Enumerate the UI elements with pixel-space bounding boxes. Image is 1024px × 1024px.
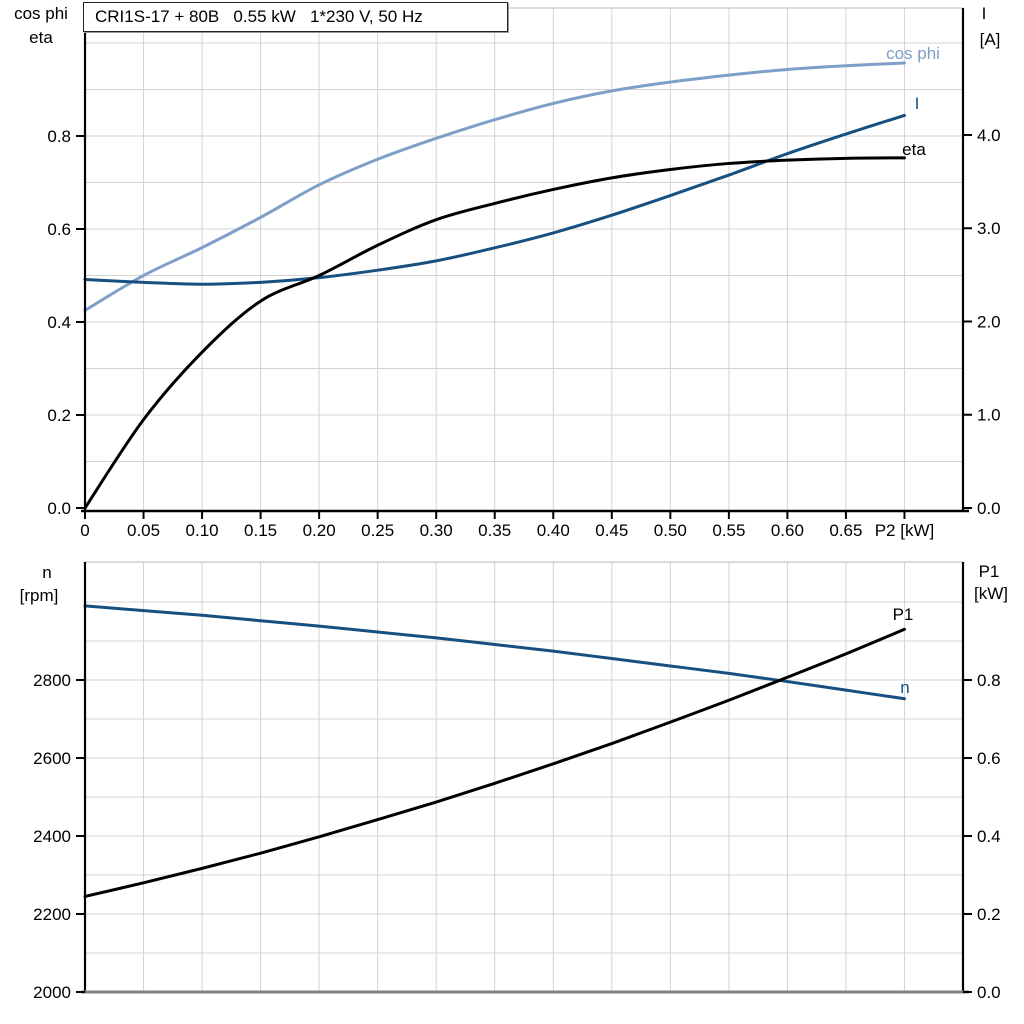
right-tick-label: 1.0 <box>977 406 1001 425</box>
x-tick-label: 0.65 <box>829 521 862 540</box>
x-tick-label: 0.35 <box>478 521 511 540</box>
right-axis-title: I <box>982 4 987 23</box>
curve-cos-phi <box>83 61 906 312</box>
curve-label-I: I <box>915 94 920 113</box>
right-tick-label: 0.8 <box>977 671 1001 690</box>
x-tick-label: 0.45 <box>595 521 628 540</box>
left-tick-label: 0.4 <box>47 313 71 332</box>
left-tick-label: 2800 <box>33 671 71 690</box>
left-tick-label: 2600 <box>33 749 71 768</box>
curve-eta <box>83 156 906 510</box>
right-tick-label: 0.2 <box>977 905 1001 924</box>
curve-label-eta: eta <box>902 140 926 159</box>
left-tick-label: 0.0 <box>47 499 71 518</box>
left-axis-title: n <box>42 563 51 582</box>
left-axis-title: eta <box>29 28 53 47</box>
x-tick-label: 0.20 <box>303 521 336 540</box>
x-tick-label: 0.30 <box>420 521 453 540</box>
chart-title: CRI1S-17 + 80B 0.55 kW 1*230 V, 50 Hz <box>95 7 423 26</box>
right-tick-label: 3.0 <box>977 219 1001 238</box>
right-tick-label: 2.0 <box>977 312 1001 331</box>
curve-label-n: n <box>900 678 909 697</box>
right-tick-label: 0.0 <box>977 499 1001 518</box>
left-tick-label: 0.2 <box>47 406 71 425</box>
curve-label-cos-phi: cos phi <box>886 44 940 63</box>
x-tick-label: 0.25 <box>361 521 394 540</box>
curve-n <box>83 604 906 701</box>
left-tick-label: 2000 <box>33 983 71 1002</box>
curve-label-P1: P1 <box>893 605 914 624</box>
chart-title-box: CRI1S-17 + 80B 0.55 kW 1*230 V, 50 Hz <box>83 2 508 32</box>
right-axis-title: P1 <box>979 562 1000 581</box>
left-axis-title: [rpm] <box>20 586 59 605</box>
x-tick-label: 0.15 <box>244 521 277 540</box>
left-tick-label: 0.6 <box>47 220 71 239</box>
x-tick-label: P2 [kW] <box>875 521 935 540</box>
left-axis-title: cos phi <box>14 4 68 23</box>
x-tick-label: 0.55 <box>712 521 745 540</box>
right-axis-title: [kW] <box>974 584 1008 603</box>
x-tick-label: 0.40 <box>537 521 570 540</box>
right-tick-label: 0.4 <box>977 827 1001 846</box>
right-tick-label: 4.0 <box>977 126 1001 145</box>
x-tick-label: 0.05 <box>127 521 160 540</box>
right-tick-label: 0.6 <box>977 749 1001 768</box>
curve-P1 <box>83 627 906 898</box>
x-tick-label: 0.50 <box>654 521 687 540</box>
right-tick-label: 0.0 <box>977 983 1001 1002</box>
x-tick-label: 0 <box>80 521 89 540</box>
x-tick-label: 0.60 <box>771 521 804 540</box>
left-tick-label: 2200 <box>33 905 71 924</box>
left-tick-label: 2400 <box>33 827 71 846</box>
right-axis-title: [A] <box>980 30 1001 49</box>
x-tick-label: 0.10 <box>186 521 219 540</box>
left-tick-label: 0.8 <box>47 127 71 146</box>
